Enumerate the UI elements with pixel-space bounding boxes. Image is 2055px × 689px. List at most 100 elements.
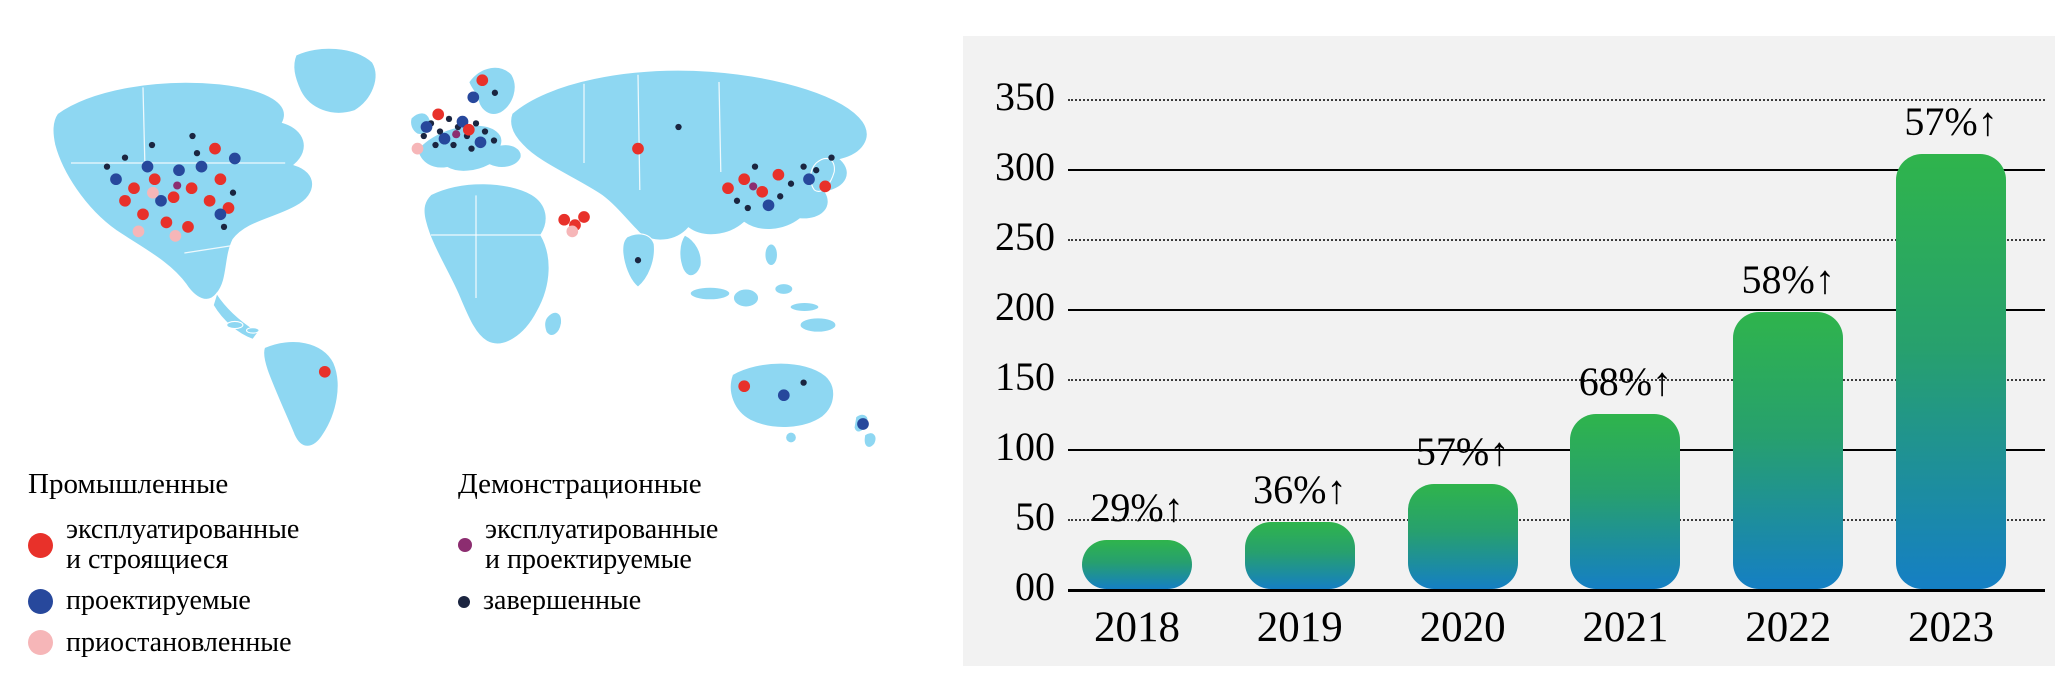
map-marker-pink bbox=[411, 142, 424, 155]
map-marker-red bbox=[160, 216, 173, 229]
map-marker-purple bbox=[173, 181, 182, 190]
map-marker-navy bbox=[420, 121, 433, 133]
legend-title-industrial: Промышленные bbox=[28, 468, 229, 500]
world-map bbox=[52, 47, 877, 448]
map-marker-navy bbox=[777, 389, 790, 402]
red-dot-icon bbox=[28, 532, 53, 558]
map-marker-red bbox=[819, 180, 832, 193]
bar-2019 bbox=[1244, 521, 1355, 589]
growth-label: 57%↑ bbox=[1415, 429, 1510, 474]
map-marker-dark bbox=[148, 141, 156, 149]
map-marker-navy bbox=[857, 418, 869, 430]
x-tick-label: 2022 bbox=[1745, 604, 1832, 651]
map-marker-pink bbox=[147, 186, 159, 199]
legend-column-demonstration: Демонстрационные эксплуатированные и про… bbox=[458, 468, 718, 669]
y-tick-label: 00 bbox=[1015, 564, 1055, 609]
x-tick-label: 2021 bbox=[1582, 604, 1669, 651]
map-marker-red bbox=[222, 202, 235, 214]
world-map-panel: Промышленные эксплуатированные и строящи… bbox=[8, 0, 958, 689]
x-tick-label: 2020 bbox=[1419, 604, 1506, 651]
map-marker-red bbox=[185, 182, 198, 195]
x-tick-label: 2018 bbox=[1094, 604, 1180, 651]
bar-2020 bbox=[1407, 484, 1518, 589]
map-marker-dark bbox=[468, 145, 475, 152]
map-marker-navy bbox=[141, 160, 154, 173]
map-marker-red bbox=[738, 173, 751, 186]
map-marker-red bbox=[462, 123, 475, 136]
legend-item-label: приостановленные bbox=[66, 626, 292, 658]
map-marker-navy bbox=[438, 132, 451, 145]
map-marker-red bbox=[756, 185, 769, 198]
map-marker-dark bbox=[450, 141, 457, 149]
legend-item-label: проектируемые bbox=[66, 586, 251, 616]
y-tick-label: 100 bbox=[995, 424, 1055, 469]
legend-line: проектируемые bbox=[66, 585, 251, 617]
map-marker-dark bbox=[445, 115, 453, 123]
project-markers bbox=[103, 74, 869, 430]
bar-chart-plot: 00 50 100 150 200 250 300 350 29%↑ 2018 36%↑ 2019 57… bbox=[963, 36, 2055, 666]
map-marker-red bbox=[203, 194, 216, 207]
map-marker-dark bbox=[220, 223, 228, 231]
map-marker-navy bbox=[803, 173, 815, 186]
bar-chart-panel: 00 50 100 150 200 250 300 350 29%↑ 2018 36%↑ 2019 57… bbox=[963, 36, 2055, 666]
growth-label: 29%↑ bbox=[1090, 485, 1184, 530]
gridline-solid bbox=[1068, 449, 2045, 451]
legend-item-operating-under-construction: эксплуатированные и строящиеся bbox=[28, 514, 400, 575]
x-tick-label: 2023 bbox=[1908, 604, 1994, 651]
map-marker-dark bbox=[675, 123, 682, 131]
map-marker-navy bbox=[173, 164, 185, 177]
x-tick-label: 2019 bbox=[1256, 604, 1343, 651]
legend-item-label: эксплуатированные и строящиеся bbox=[66, 514, 299, 575]
gridline-dotted bbox=[1068, 379, 2045, 381]
map-marker-dark bbox=[491, 89, 499, 96]
y-tick-label: 350 bbox=[995, 74, 1055, 119]
map-marker-navy bbox=[110, 173, 122, 186]
map-marker-red bbox=[476, 74, 489, 87]
map-marker-dark bbox=[432, 141, 439, 149]
legend-title-demonstration: Демонстрационные bbox=[458, 468, 702, 500]
legend-line: приостановленные bbox=[66, 626, 292, 658]
pink-dot-icon bbox=[28, 630, 53, 656]
legend-item-label: эксплуатированные и проектируемые bbox=[485, 514, 718, 576]
map-marker-red bbox=[632, 142, 644, 155]
map-marker-dark bbox=[490, 137, 498, 144]
x-axis-line bbox=[1068, 589, 2045, 592]
map-marker-navy bbox=[762, 199, 775, 212]
map-marker-dark bbox=[229, 189, 237, 196]
growth-label: 68%↑ bbox=[1578, 359, 1673, 404]
map-marker-red bbox=[558, 213, 571, 226]
map-marker-red bbox=[738, 380, 751, 393]
map-marker-red bbox=[318, 365, 331, 378]
gridline-dotted bbox=[1068, 239, 2045, 241]
purple-dot-icon bbox=[458, 538, 472, 553]
map-marker-dark bbox=[103, 163, 111, 170]
map-marker-dark bbox=[751, 163, 759, 170]
map-marker-navy bbox=[467, 91, 480, 104]
gridline-dotted bbox=[1068, 519, 2045, 521]
growth-label: 58%↑ bbox=[1741, 256, 1835, 302]
map-marker-dark bbox=[828, 154, 835, 161]
map-marker-red bbox=[148, 173, 161, 186]
y-tick-label: 150 bbox=[995, 354, 1055, 399]
navy-dot-icon bbox=[28, 589, 53, 615]
map-marker-navy bbox=[214, 208, 227, 221]
map-marker-navy bbox=[195, 160, 208, 173]
growth-label: 57%↑ bbox=[1904, 98, 1998, 144]
continents bbox=[52, 47, 877, 448]
legend-line: и проектируемые bbox=[485, 544, 692, 576]
map-marker-purple bbox=[452, 130, 461, 139]
map-marker-red bbox=[209, 142, 221, 155]
map-marker-red bbox=[432, 108, 445, 121]
bar-2021 bbox=[1570, 414, 1681, 589]
map-marker-dark bbox=[634, 257, 642, 264]
bar-2018 bbox=[1082, 540, 1192, 589]
map-marker-dark bbox=[193, 149, 201, 157]
map-marker-red bbox=[772, 168, 785, 181]
map-marker-dark bbox=[733, 197, 741, 204]
map-marker-dark bbox=[472, 120, 480, 127]
map-marker-dark bbox=[436, 128, 444, 135]
map-marker-navy bbox=[474, 136, 487, 149]
map-marker-navy bbox=[155, 194, 167, 207]
map-marker-red bbox=[578, 211, 590, 223]
